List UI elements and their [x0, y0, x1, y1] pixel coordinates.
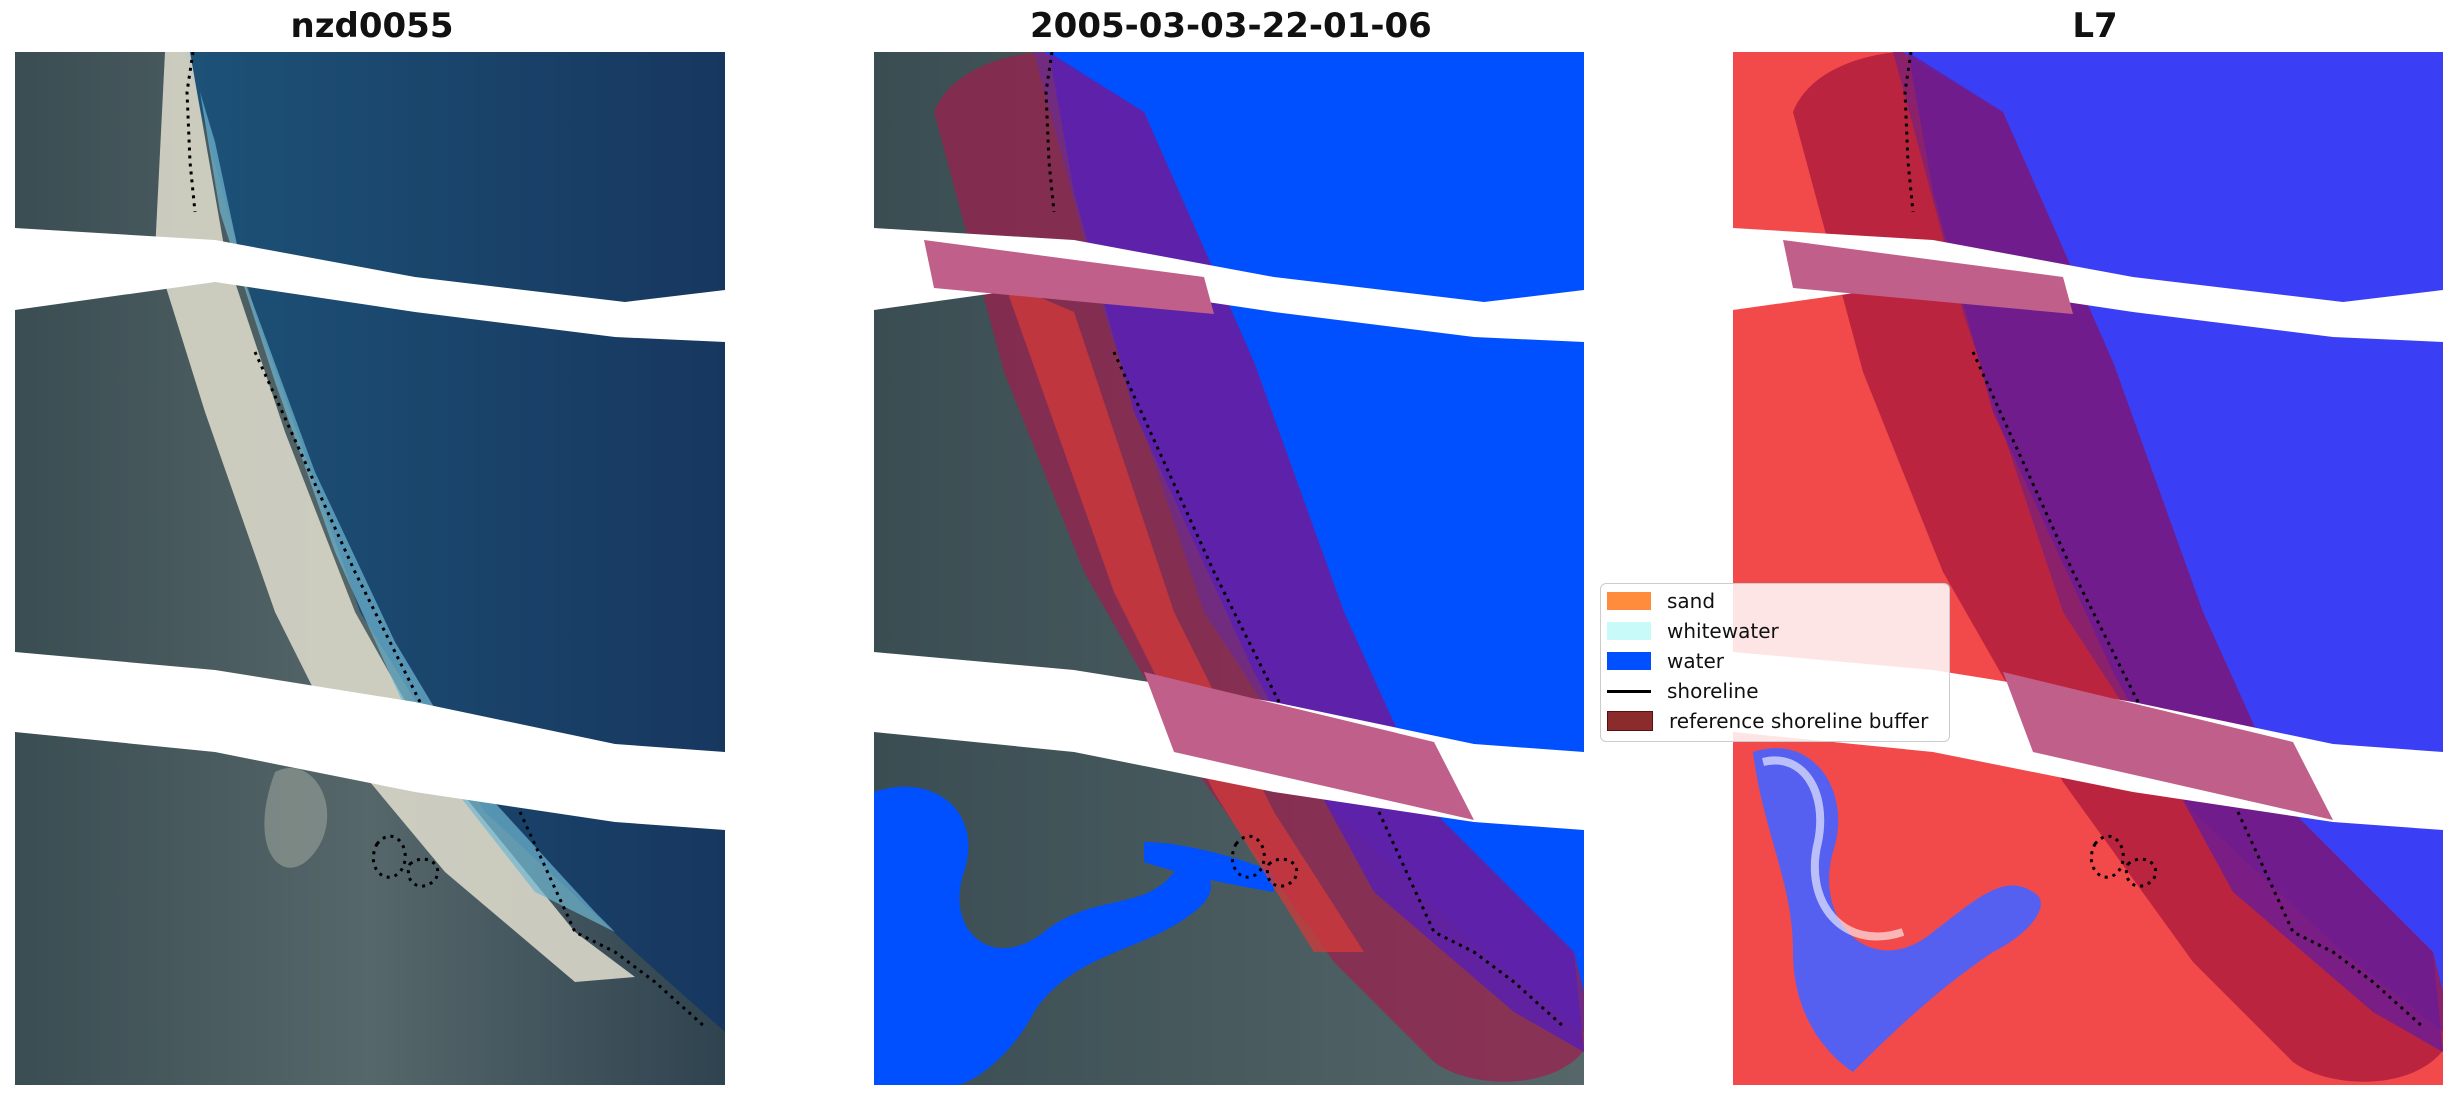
rgb-image-panel [15, 52, 725, 1085]
whitewater-swatch [1607, 622, 1651, 640]
legend-item-buffer: reference shoreline buffer [1607, 709, 1928, 733]
legend-item-sand: sand [1607, 589, 1715, 613]
legend-label: sand [1667, 589, 1716, 613]
water-swatch [1607, 652, 1651, 670]
panel-title-image: nzd0055 [290, 6, 454, 46]
shoreline-swatch [1607, 689, 1651, 693]
legend-item-water: water [1607, 649, 1724, 673]
buffer-swatch [1607, 711, 1653, 731]
legend: sand whitewater water shoreline referenc… [1600, 583, 1950, 742]
index-panel [1733, 52, 2443, 1085]
legend-label: whitewater [1667, 619, 1779, 643]
legend-item-shoreline: shoreline [1607, 679, 1759, 703]
sand-swatch [1607, 592, 1651, 610]
legend-label: shoreline [1667, 679, 1759, 703]
legend-item-whitewater: whitewater [1607, 619, 1779, 643]
legend-label: water [1667, 649, 1724, 673]
panel-title-index: L7 [2072, 6, 2118, 46]
classification-panel [874, 52, 1584, 1085]
panel-title-classification: 2005-03-03-22-01-06 [1030, 6, 1432, 46]
legend-label: reference shoreline buffer [1669, 709, 1929, 733]
